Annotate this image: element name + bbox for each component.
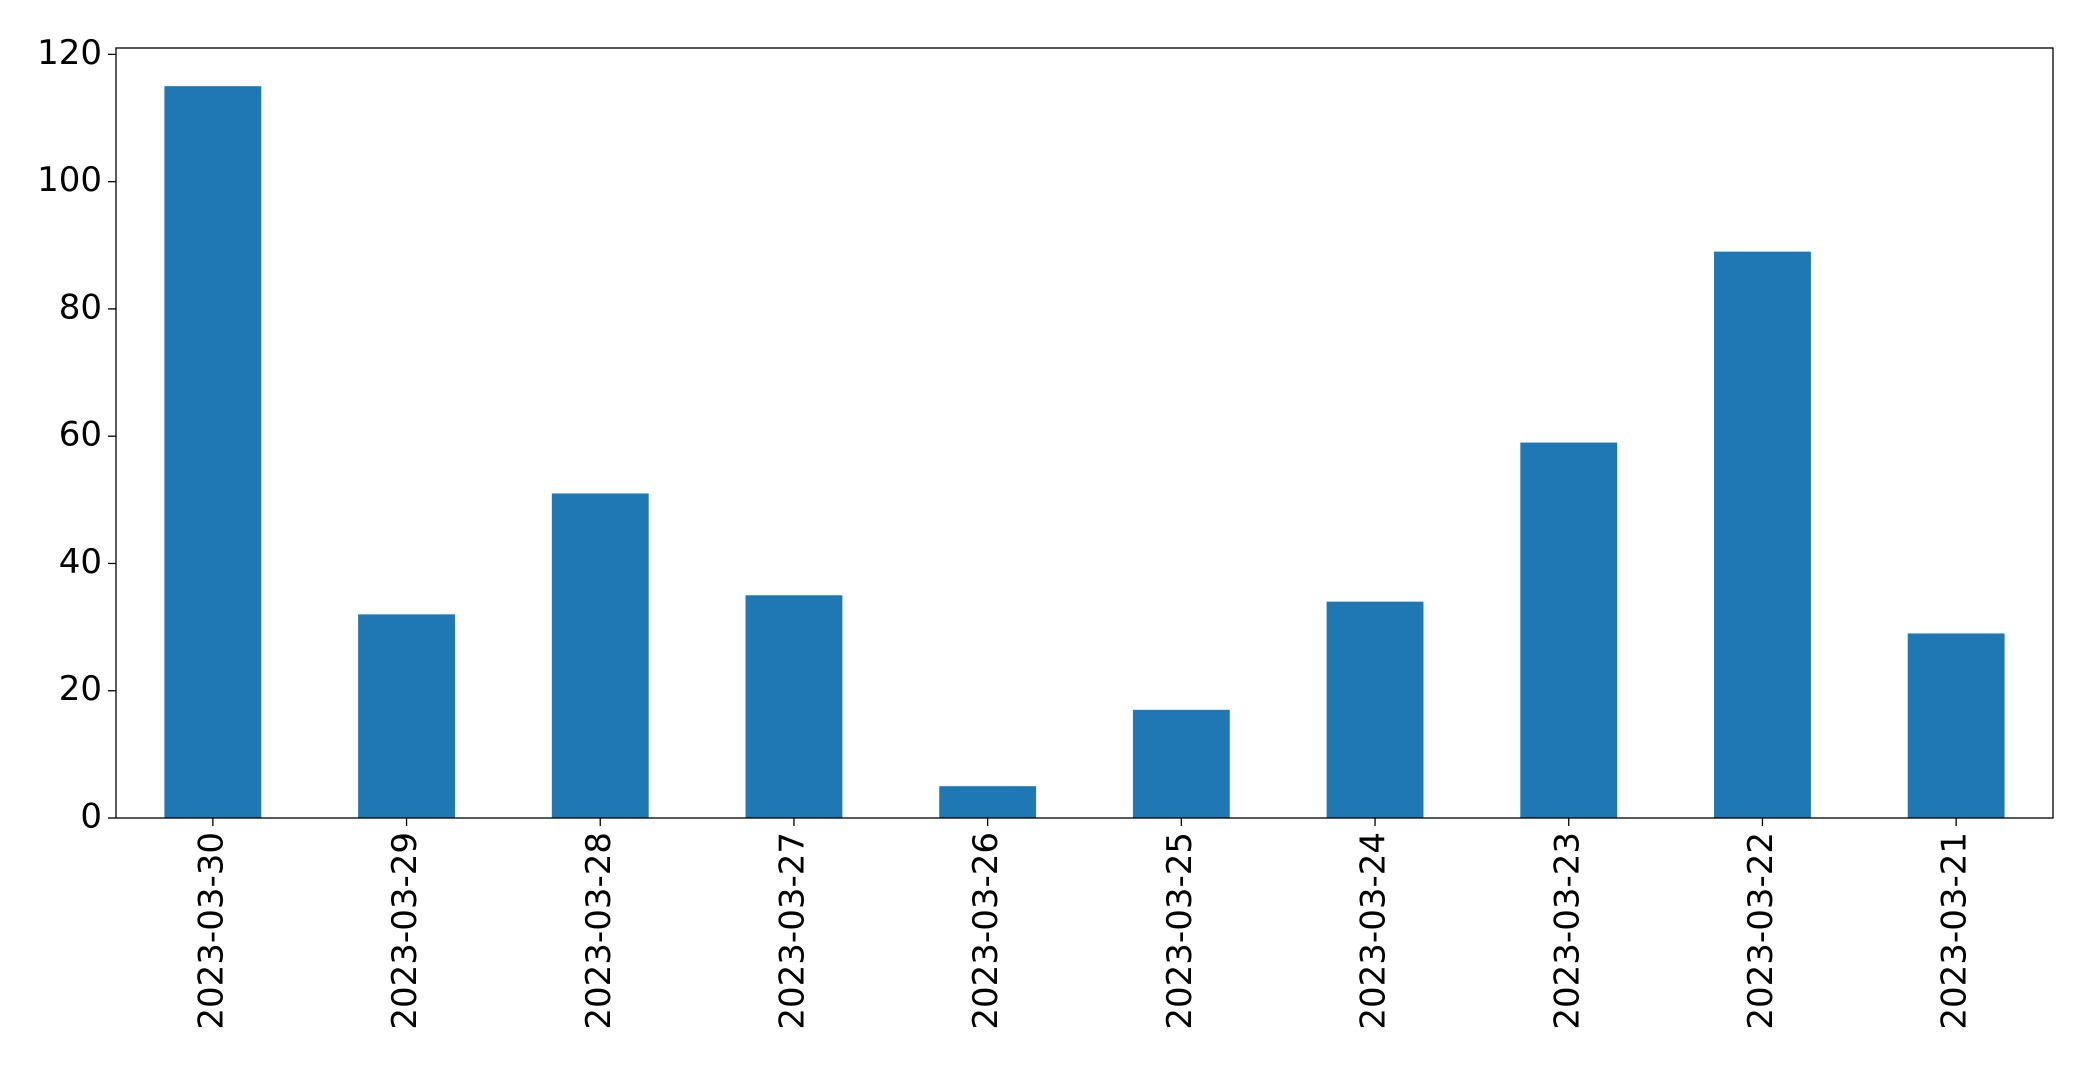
bar — [1326, 601, 1424, 818]
x-tick-label: 2023-03-30 — [191, 832, 231, 1030]
y-tick-label: 120 — [37, 33, 102, 73]
bar — [1714, 251, 1811, 819]
x-tick-label: 2023-03-24 — [1354, 832, 1394, 1030]
bar — [1520, 442, 1618, 818]
bar — [1132, 709, 1230, 818]
x-tick-label: 2023-03-22 — [1741, 832, 1781, 1030]
y-tick-label: 100 — [37, 160, 102, 200]
bar — [358, 614, 455, 818]
bar — [745, 595, 843, 818]
x-tick-label: 2023-03-27 — [772, 832, 812, 1030]
x-tick-label: 2023-03-29 — [385, 832, 425, 1030]
bar — [1907, 633, 2005, 818]
bar — [551, 493, 649, 818]
bar — [164, 86, 262, 818]
y-tick-label: 20 — [59, 669, 102, 709]
x-tick-label: 2023-03-23 — [1547, 832, 1587, 1030]
y-tick-label: 60 — [59, 415, 102, 455]
y-tick-label: 80 — [59, 287, 102, 327]
plot-frame — [115, 47, 2054, 819]
x-tick-label: 2023-03-26 — [966, 832, 1006, 1030]
bar — [939, 786, 1037, 818]
y-tick-label: 0 — [80, 797, 102, 837]
x-tick-label: 2023-03-21 — [1935, 832, 1975, 1030]
x-tick-label: 2023-03-25 — [1160, 832, 1200, 1030]
y-tick-label: 40 — [59, 542, 102, 582]
x-tick-label: 2023-03-28 — [579, 832, 619, 1030]
